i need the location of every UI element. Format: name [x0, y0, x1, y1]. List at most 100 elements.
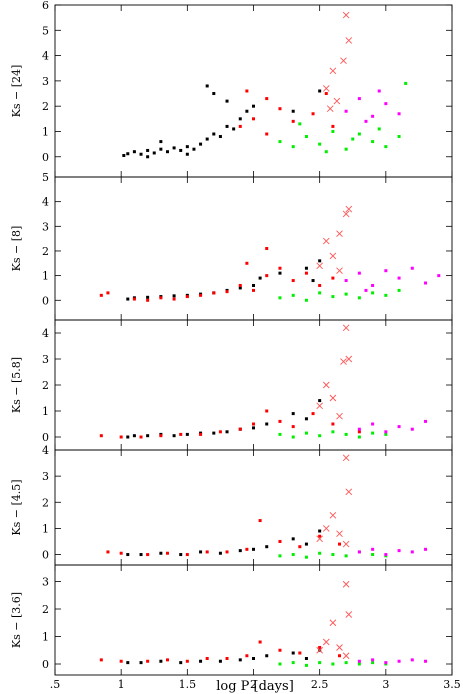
data-point-cross	[336, 230, 343, 238]
data-point-red	[119, 551, 123, 555]
data-point-black	[265, 545, 269, 549]
data-point-magenta	[344, 109, 348, 113]
data-point-black	[146, 148, 150, 152]
data-point-black	[225, 124, 229, 128]
data-point-red	[238, 427, 242, 431]
data-point-magenta	[357, 659, 361, 663]
data-point-cross	[345, 37, 353, 44]
data-point-green	[291, 293, 295, 297]
data-point-magenta	[344, 279, 348, 283]
data-point-black	[252, 426, 255, 430]
data-point-red	[278, 266, 282, 270]
data-point-red	[119, 659, 123, 663]
data-point-black	[122, 154, 126, 157]
data-point-black	[311, 279, 315, 283]
data-point-red	[357, 430, 361, 434]
data-point-cross	[345, 611, 353, 618]
data-point-green	[331, 129, 335, 133]
data-point-magenta	[384, 553, 388, 557]
data-point-black	[304, 542, 308, 546]
data-point-red	[99, 434, 103, 438]
data-point-cross	[329, 619, 337, 627]
data-point-magenta	[384, 269, 388, 273]
data-point-black	[159, 140, 163, 144]
data-point-green	[344, 661, 348, 665]
data-point-red	[172, 297, 176, 301]
data-point-green	[357, 296, 361, 300]
data-point-green	[318, 434, 322, 438]
x-tick-label: 3	[382, 678, 389, 691]
data-point-black	[265, 422, 269, 426]
data-point-black	[185, 152, 189, 156]
data-point-magenta	[371, 658, 375, 662]
data-point-cross	[316, 646, 323, 654]
data-point-red	[265, 409, 269, 413]
data-point-black	[146, 295, 150, 299]
data-point-green	[318, 291, 322, 295]
y-tick-label: 0	[42, 549, 49, 562]
data-point-magenta	[397, 276, 401, 280]
data-point-black	[126, 435, 130, 439]
y-tick-label: 3	[42, 576, 49, 589]
data-point-green	[304, 663, 308, 667]
data-point-red	[199, 432, 203, 436]
data-point-black	[304, 266, 308, 270]
data-point-black	[278, 271, 282, 275]
data-point-black	[225, 430, 229, 434]
data-point-black	[238, 549, 242, 553]
data-point-black	[218, 135, 222, 139]
data-point-red	[179, 432, 183, 436]
x-tick-label: 1	[118, 678, 125, 691]
data-point-red	[212, 291, 216, 295]
data-point-black	[252, 104, 255, 108]
data-point-cross	[329, 67, 337, 75]
data-point-black	[179, 553, 183, 557]
data-point-black	[199, 142, 203, 146]
data-point-red	[331, 276, 335, 280]
data-point-red	[165, 658, 169, 662]
data-point-black	[291, 109, 295, 113]
data-point-red	[291, 279, 295, 283]
y-tick-label: 1	[42, 125, 49, 138]
data-point-magenta	[357, 427, 361, 431]
data-point-cross	[333, 97, 341, 105]
data-point-magenta	[371, 547, 375, 551]
data-point-green	[291, 661, 295, 665]
y-tick-label: 1	[42, 405, 49, 418]
data-point-green	[344, 432, 348, 436]
data-point-black	[132, 150, 136, 154]
data-point-black	[139, 553, 143, 557]
data-point-magenta	[437, 274, 441, 278]
data-point-black	[139, 152, 143, 156]
data-point-red	[146, 553, 150, 557]
data-point-red	[252, 117, 255, 121]
data-point-red	[291, 119, 295, 123]
data-point-green	[397, 288, 401, 292]
data-point-green	[351, 137, 355, 141]
data-point-green	[304, 135, 308, 139]
data-point-red	[265, 274, 269, 278]
data-point-red	[225, 657, 229, 660]
data-point-black	[291, 537, 295, 541]
data-point-green	[278, 432, 282, 436]
data-point-red	[324, 92, 328, 96]
data-point-black	[146, 155, 150, 159]
data-point-magenta	[410, 266, 414, 270]
y-tick-label: 0	[42, 294, 49, 307]
y-tick-label: 2	[42, 379, 49, 392]
data-point-black	[252, 657, 255, 660]
data-point-magenta	[424, 547, 428, 551]
data-point-red	[99, 293, 103, 297]
data-point-black	[172, 434, 176, 438]
data-point-black	[159, 659, 163, 663]
y-tick-label: 2	[42, 496, 49, 509]
data-point-black	[304, 657, 308, 660]
data-point-green	[371, 140, 375, 144]
data-point-cross	[316, 402, 323, 410]
data-point-green	[324, 150, 328, 154]
data-point-cross	[342, 210, 350, 218]
panel-1: 0 1 2 3 4 5 Ks − [8]	[10, 171, 453, 321]
data-point-red	[139, 435, 143, 439]
data-point-green	[331, 662, 335, 666]
data-point-black	[318, 529, 322, 533]
